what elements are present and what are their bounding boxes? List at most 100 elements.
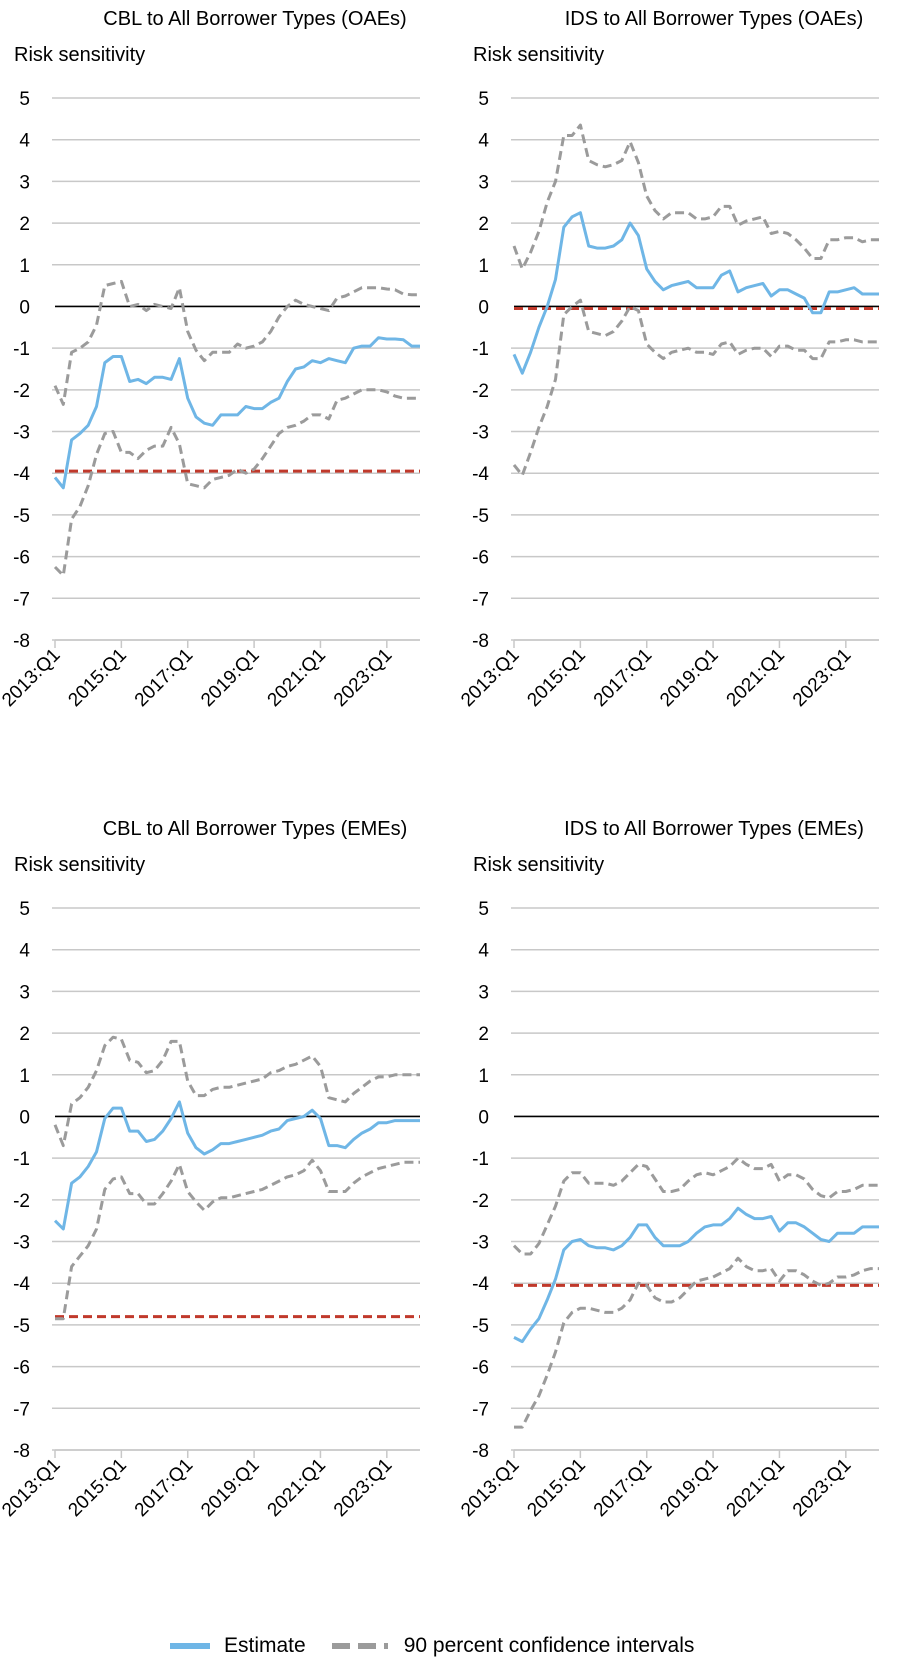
y-tick-label: 2 <box>19 214 30 235</box>
confidence-lower-line <box>53 388 420 577</box>
chart-title: IDS to All Borrower Types (OAEs) <box>564 8 864 30</box>
y-tick-label: 5 <box>478 89 489 110</box>
x-tick-label: 2023:Q1 <box>789 645 855 711</box>
confidence-lower-line <box>512 298 879 477</box>
legend-swatch-confidence <box>331 1643 388 1649</box>
y-tick-label: -8 <box>472 1441 489 1462</box>
y-tick-label: 1 <box>478 1066 489 1087</box>
x-tick-label: 2017:Q1 <box>590 1455 656 1521</box>
y-tick-label: 1 <box>19 1066 30 1087</box>
x-tick-label: 2017:Q1 <box>131 1455 197 1521</box>
y-tick-label: 2 <box>478 1024 489 1045</box>
legend-label-confidence: 90 percent confidence intervals <box>403 1634 695 1657</box>
x-tick-label: 2021:Q1 <box>723 1455 789 1521</box>
y-tick-label: -8 <box>13 1441 30 1462</box>
x-tick-label: 2013:Q1 <box>457 645 523 711</box>
y-tick-label: -5 <box>472 506 489 527</box>
confidence-upper-line <box>53 279 420 406</box>
x-tick-label: 2019:Q1 <box>656 645 722 711</box>
x-tick-label: 2013:Q1 <box>0 1455 65 1521</box>
y-tick-label: -7 <box>13 589 30 610</box>
x-tick-label: 2015:Q1 <box>64 645 130 711</box>
y-axis-label: Risk sensitivity <box>473 44 605 66</box>
chart-title: CBL to All Borrower Types (EMEs) <box>102 818 408 840</box>
y-tick-label: 3 <box>478 982 489 1003</box>
x-tick-label: 2015:Q1 <box>523 645 589 711</box>
y-tick-label: 0 <box>19 1107 30 1128</box>
estimate-line <box>512 211 879 375</box>
y-tick-label: 1 <box>19 256 30 277</box>
y-tick-label: 4 <box>478 941 489 962</box>
chart-title: CBL to All Borrower Types (OAEs) <box>103 8 407 30</box>
y-tick-label: -1 <box>13 1149 30 1170</box>
y-tick-label: -1 <box>13 339 30 360</box>
chart-panel-ids-oaes: IDS to All Borrower Types (OAEs) Risk se… <box>457 0 918 780</box>
y-tick-label: -5 <box>13 1316 30 1337</box>
y-tick-label: 0 <box>19 297 30 318</box>
x-tick-label: 2017:Q1 <box>131 645 197 711</box>
x-tick-label: 2023:Q1 <box>789 1455 855 1521</box>
chart-panel-cbl-emes: CBL to All Borrower Types (EMEs) Risk se… <box>0 810 459 1590</box>
y-tick-label: -6 <box>472 548 489 569</box>
legend-item-estimate: Estimate <box>170 1634 306 1658</box>
y-tick-label: -3 <box>472 1233 489 1254</box>
legend-item-confidence: 90 percent confidence intervals <box>331 1634 695 1658</box>
chart-legend: Estimate 90 percent confidence intervals <box>170 1628 720 1664</box>
y-tick-label: -6 <box>13 1358 30 1379</box>
x-tick-label: 2013:Q1 <box>0 645 65 711</box>
x-tick-label: 2015:Q1 <box>64 1455 130 1521</box>
y-axis-label: Risk sensitivity <box>14 44 146 66</box>
y-tick-label: -3 <box>13 423 30 444</box>
y-tick-label: -7 <box>472 1399 489 1420</box>
y-tick-label: -4 <box>13 464 30 485</box>
y-tick-label: 3 <box>19 982 30 1003</box>
estimate-line <box>53 336 420 490</box>
y-tick-label: 4 <box>19 131 30 152</box>
y-axis-label: Risk sensitivity <box>473 854 605 876</box>
y-tick-label: -1 <box>472 339 489 360</box>
y-tick-label: -1 <box>472 1149 489 1170</box>
y-tick-label: -2 <box>472 1191 489 1212</box>
x-tick-label: 2017:Q1 <box>590 645 656 711</box>
legend-swatch-estimate <box>170 1643 210 1649</box>
confidence-upper-line <box>53 1035 420 1148</box>
y-tick-label: 0 <box>478 1107 489 1128</box>
y-tick-label: 4 <box>19 941 30 962</box>
y-tick-label: -8 <box>13 631 30 652</box>
y-tick-label: -4 <box>13 1274 30 1295</box>
y-tick-label: 3 <box>19 172 30 193</box>
y-tick-label: 0 <box>478 297 489 318</box>
y-tick-label: -2 <box>13 381 30 402</box>
x-tick-label: 2021:Q1 <box>264 1455 330 1521</box>
y-tick-label: 2 <box>19 1024 30 1045</box>
y-tick-label: -5 <box>472 1316 489 1337</box>
y-tick-label: 5 <box>19 89 30 110</box>
y-tick-label: -3 <box>13 1233 30 1254</box>
y-tick-label: -7 <box>13 1399 30 1420</box>
x-tick-label: 2021:Q1 <box>264 645 330 711</box>
x-tick-label: 2015:Q1 <box>523 1455 589 1521</box>
x-tick-label: 2013:Q1 <box>457 1455 523 1521</box>
y-tick-label: -6 <box>472 1358 489 1379</box>
x-tick-label: 2019:Q1 <box>656 1455 722 1521</box>
x-tick-label: 2023:Q1 <box>330 645 396 711</box>
chart-panel-ids-emes: IDS to All Borrower Types (EMEs) Risk se… <box>457 810 918 1590</box>
y-tick-label: -5 <box>13 506 30 527</box>
y-tick-label: -6 <box>13 548 30 569</box>
y-tick-label: -4 <box>472 1274 489 1295</box>
y-tick-label: 2 <box>478 214 489 235</box>
confidence-lower-line <box>514 1256 879 1429</box>
y-tick-label: -2 <box>472 381 489 402</box>
y-tick-label: -3 <box>472 423 489 444</box>
y-axis-label: Risk sensitivity <box>14 854 146 876</box>
estimate-line <box>513 1206 879 1344</box>
chart-title: IDS to All Borrower Types (EMEs) <box>564 818 864 840</box>
x-tick-label: 2023:Q1 <box>330 1455 396 1521</box>
x-tick-label: 2019:Q1 <box>197 1455 263 1521</box>
x-tick-label: 2019:Q1 <box>197 645 263 711</box>
confidence-upper-line <box>512 1156 879 1256</box>
y-tick-label: -2 <box>13 1191 30 1212</box>
y-tick-label: 4 <box>478 131 489 152</box>
